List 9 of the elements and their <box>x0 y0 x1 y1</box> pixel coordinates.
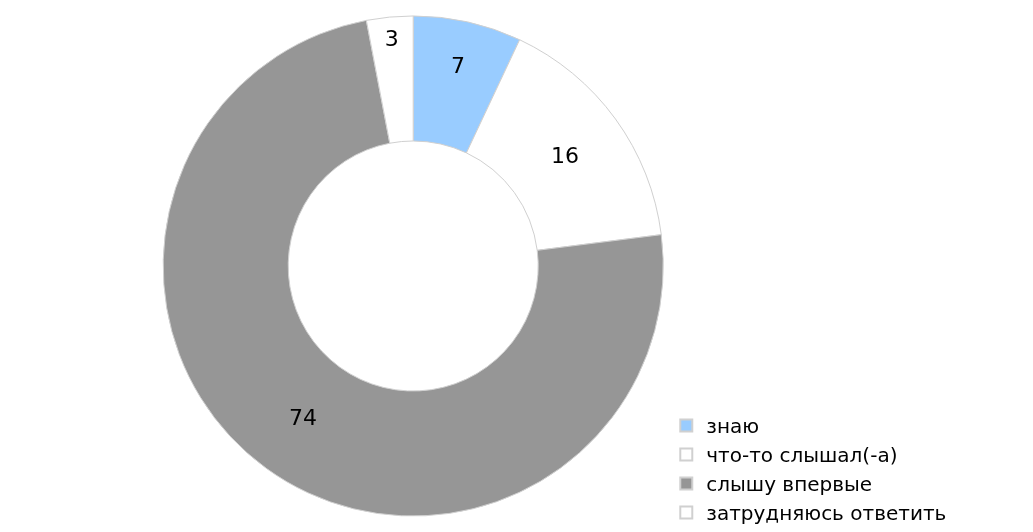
legend-label: затрудняюсь ответить <box>706 501 947 526</box>
legend-label: знаю <box>706 414 760 439</box>
data-label: 74 <box>288 405 317 431</box>
legend-label: что-то слышал(-а) <box>706 443 898 468</box>
data-label: 7 <box>450 53 465 79</box>
data-label: 3 <box>384 25 399 51</box>
legend-label: слышу впервые <box>706 472 873 497</box>
data-label: 16 <box>550 143 579 169</box>
donut-slice <box>162 19 664 517</box>
